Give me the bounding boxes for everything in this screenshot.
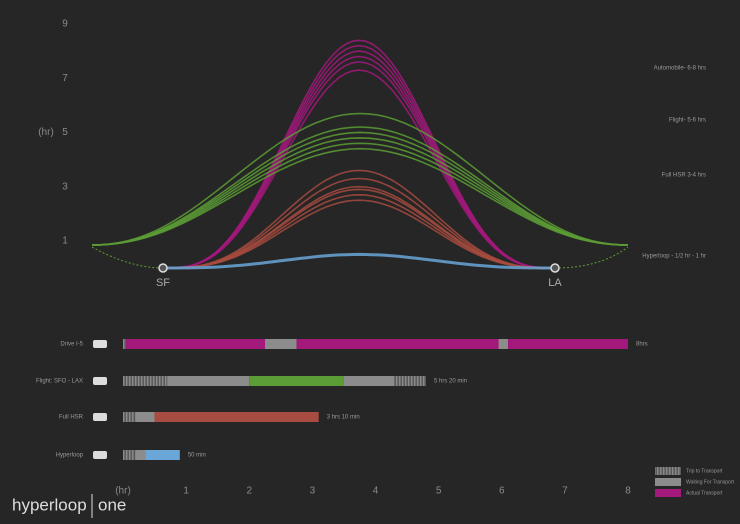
y-tick-label: 7 [62, 73, 68, 84]
x-tick-label: 6 [499, 486, 505, 497]
curve-line [91, 137, 629, 246]
legend-swatch [655, 489, 681, 497]
legend-swatch [655, 478, 681, 486]
curve-line [91, 112, 629, 246]
series-label: Hyperloop - 1/2 hr - 1 hr [642, 254, 706, 260]
legend-swatch [655, 467, 681, 475]
row-total: 50 min [188, 453, 206, 459]
row-label: Drive I-5 [60, 342, 83, 348]
legend-label: Waiting For Transport [686, 479, 734, 485]
city-label: LA [548, 277, 562, 289]
x-tick-label: 1 [183, 486, 189, 497]
segment-bar [135, 412, 155, 422]
segment-bar [249, 376, 344, 386]
curve-line [163, 177, 555, 269]
segment-bar [126, 339, 266, 349]
curve-line [91, 147, 629, 246]
x-tick-label: 7 [562, 486, 568, 497]
logo-suffix: one [98, 495, 126, 514]
y-tick-label: 9 [62, 19, 68, 30]
curve-line [163, 169, 555, 269]
y-tick-label: 1 [62, 236, 68, 247]
curve-line [163, 39, 555, 269]
series-label: Automobile- 6-8 hrs [654, 66, 706, 72]
series-label: Flight- 5-6 hrs [669, 118, 706, 124]
logo-word: hyperloop [12, 495, 87, 514]
curve-line [163, 252, 555, 270]
curve-line [163, 185, 555, 269]
x-tick-label: 5 [436, 486, 442, 497]
x-tick-label: 8 [625, 486, 631, 497]
flight-connector [91, 246, 629, 269]
segment-bar [145, 450, 180, 460]
segment-bar [123, 339, 127, 349]
curve-line [91, 126, 629, 246]
segment-bar [123, 450, 136, 460]
row-icon [93, 340, 107, 348]
row-icon [93, 377, 107, 385]
row-label: Full HSR [59, 415, 84, 421]
city-label: SF [156, 277, 170, 289]
segment-bar [167, 376, 250, 386]
city-marker [158, 263, 168, 273]
x-tick-label: 2 [246, 486, 252, 497]
series-label: Full HSR 3-4 hrs [662, 173, 706, 179]
segment-bar [123, 376, 168, 386]
segment-bar [123, 412, 136, 422]
x-tick-label: 3 [310, 486, 316, 497]
segment-bar [154, 412, 319, 422]
logo: hyperloop one [12, 494, 126, 518]
row-total: 3 hrs 10 min [327, 415, 360, 421]
segment-bar [296, 339, 499, 349]
x-tick-label: 4 [373, 486, 379, 497]
segment-bar [498, 339, 509, 349]
segment-bar [343, 376, 395, 386]
city-marker [550, 263, 560, 273]
curve-line [91, 142, 629, 246]
row-label: Hyperloop [56, 453, 84, 459]
y-tick-label: 3 [62, 181, 68, 192]
row-icon [93, 451, 107, 459]
segment-bar [265, 339, 297, 349]
row-label: Flight: SFO - LAX [36, 379, 83, 385]
y-axis-label: (hr) [38, 127, 54, 138]
segment-bar [508, 339, 628, 349]
row-total: 8hrs [636, 342, 648, 348]
row-total: 5 hrs 20 min [434, 379, 467, 385]
x-axis-label: (hr) [115, 486, 131, 497]
curve-line [91, 131, 629, 246]
segment-bar [394, 376, 426, 386]
legend-label: Trip to Transport [686, 468, 723, 474]
legend-label: Actual Transport [686, 490, 723, 496]
y-tick-label: 5 [62, 127, 68, 138]
segment-bar [135, 450, 146, 460]
row-icon [93, 413, 107, 421]
